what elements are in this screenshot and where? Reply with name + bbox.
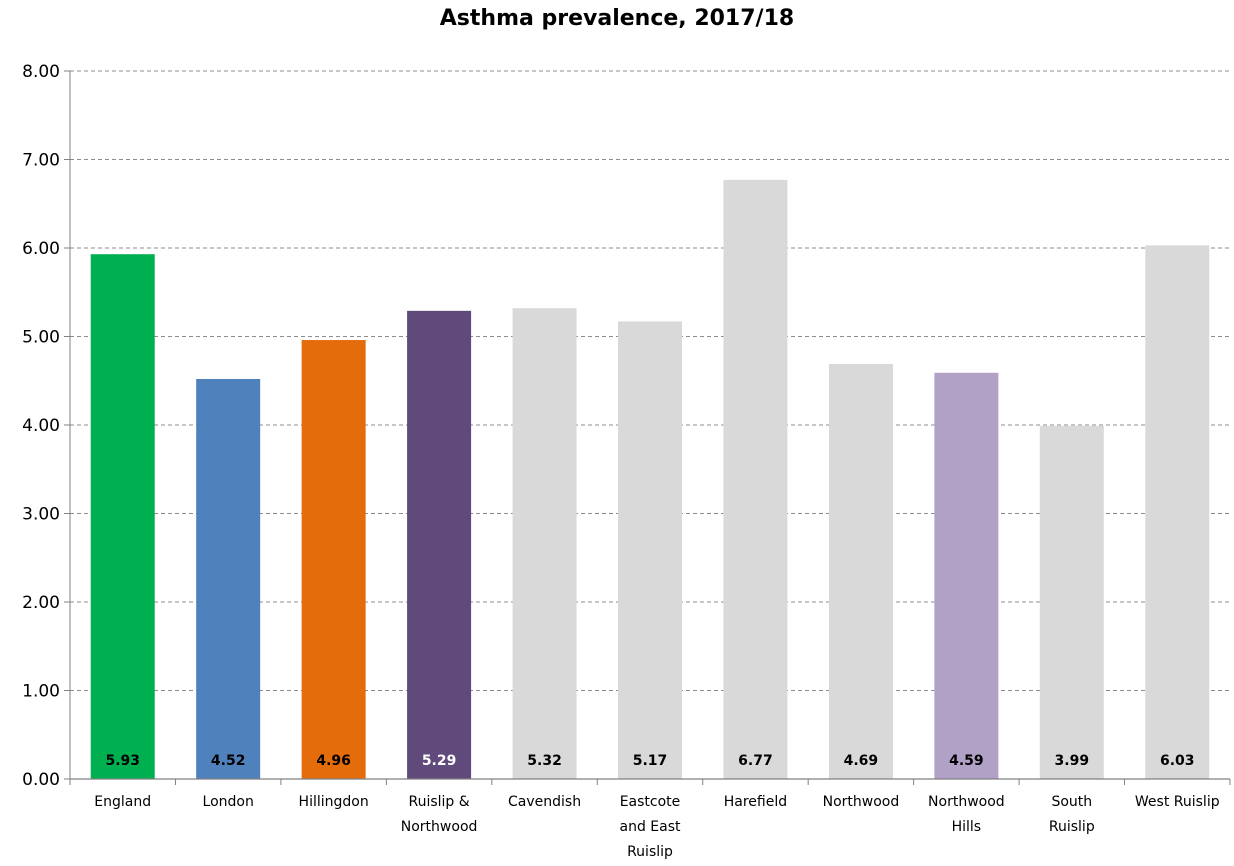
x-tick-label: Ruislip & Northwood [401,794,478,835]
data-label: 5.17 [633,753,668,769]
data-label: 4.52 [211,753,246,769]
x-tick-label: Eastcote and East Ruislip [620,794,682,860]
x-tick-label: West Ruislip [1135,794,1220,810]
x-tick-label: Northwood Hills [928,794,1005,835]
bar [90,254,155,779]
data-label: 3.99 [1055,753,1090,769]
bar [1145,245,1210,780]
y-tick-label: 8.00 [22,62,60,82]
data-label: 4.96 [316,753,351,769]
chart-title: Asthma prevalence, 2017/18 [439,6,795,31]
bar [301,340,366,779]
x-tick-label: Hillingdon [299,794,369,810]
data-label: 6.77 [738,753,773,769]
x-tick-label: England [94,794,151,810]
x-tick-label: South Ruislip [1049,794,1095,835]
bar [512,308,577,779]
data-label: 6.03 [1160,753,1195,769]
y-tick-label: 2.00 [22,593,60,613]
bar [618,321,682,779]
y-tick-label: 5.00 [22,328,60,348]
bar [723,179,788,780]
x-tick-label: Cavendish [508,794,581,810]
y-tick-label: 7.00 [22,151,60,171]
x-tick-label: Harefield [724,794,787,810]
bar [934,372,999,779]
bar [196,378,261,779]
data-label: 4.59 [949,753,984,769]
data-label: 5.29 [422,753,457,769]
y-tick-label: 1.00 [22,682,60,702]
x-tick-label: Northwood [823,794,900,810]
bar [828,363,893,779]
data-label: 4.69 [844,753,879,769]
y-tick-label: 0.00 [22,770,60,790]
x-tick-label: London [203,794,254,810]
y-tick-label: 3.00 [22,505,60,525]
bar [407,310,472,779]
bar [1039,425,1104,779]
y-tick-label: 4.00 [22,416,60,436]
y-tick-label: 6.00 [22,239,60,259]
data-label: 5.32 [527,753,562,769]
data-label: 5.93 [105,753,140,769]
